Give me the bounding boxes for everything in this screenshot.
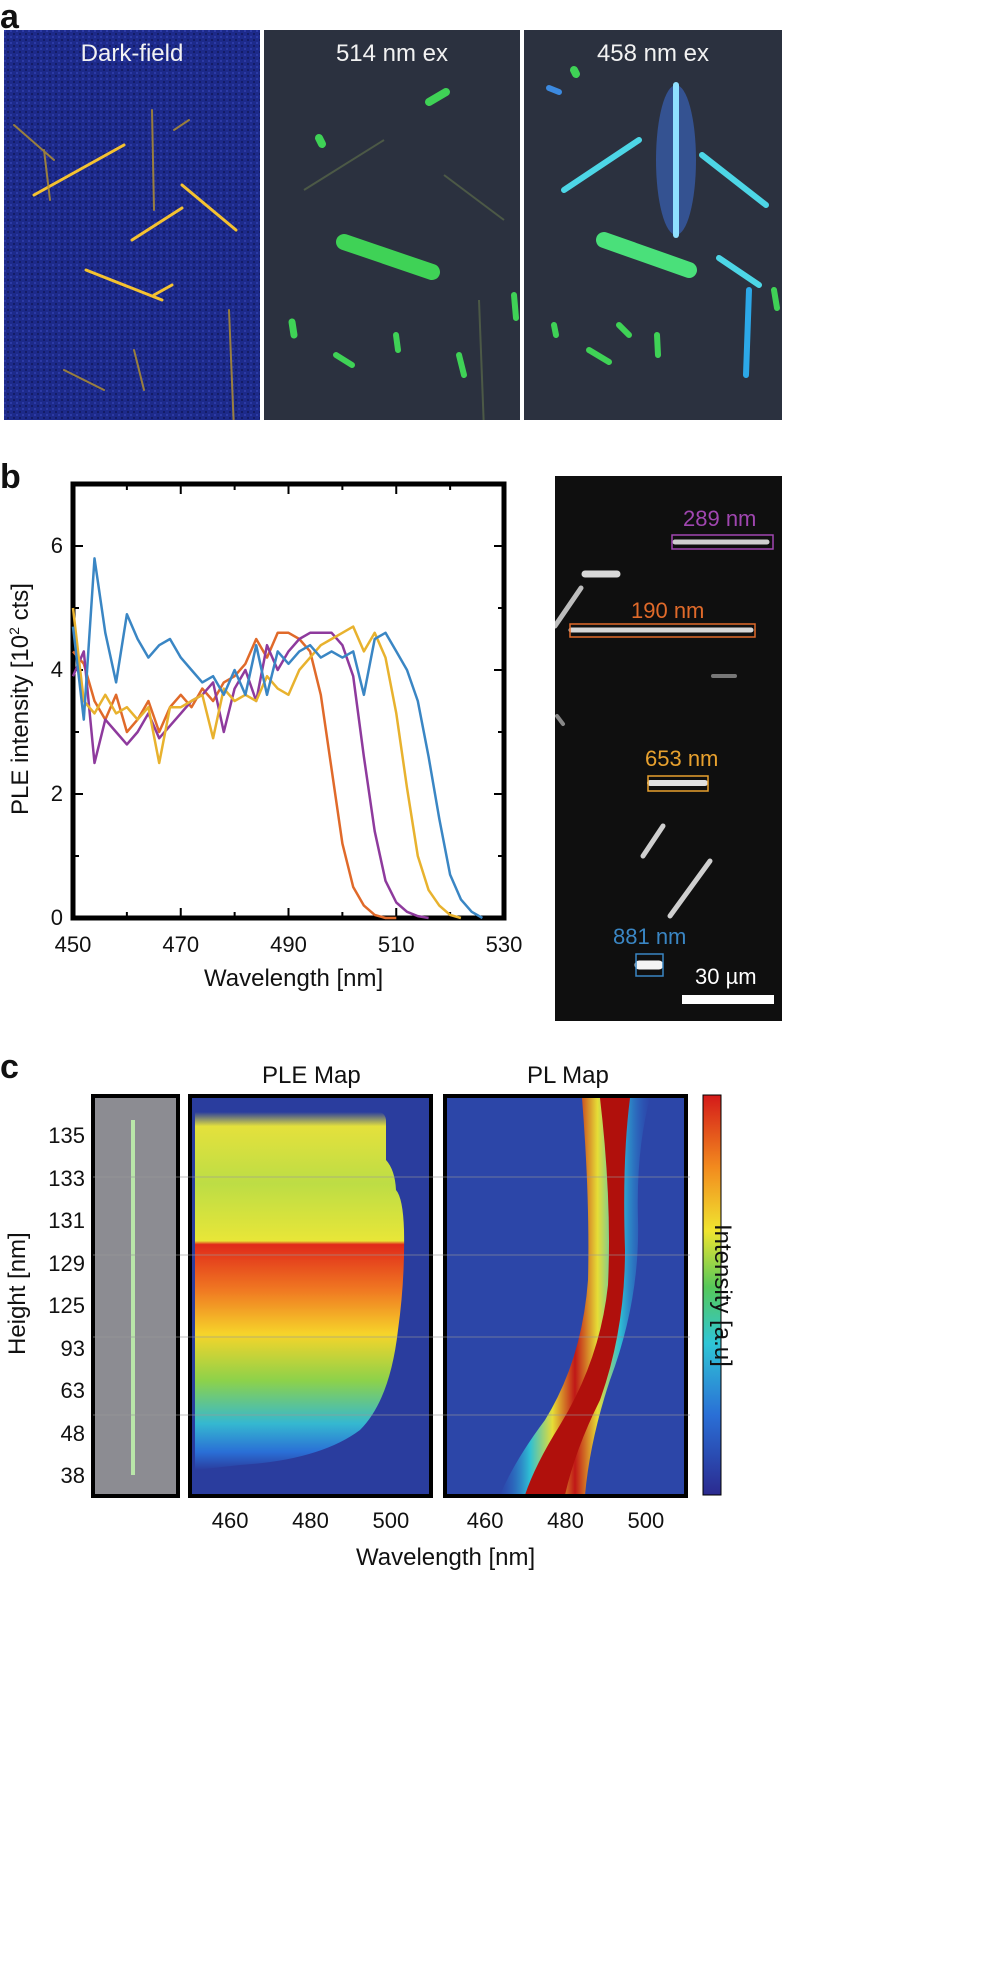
ple-line-chart	[70, 481, 507, 921]
darkfield-title: Dark-field	[80, 40, 184, 67]
excitation-514-image: 514 nm ex	[264, 30, 520, 420]
y-tick-label: 2	[50, 781, 63, 806]
panel-c-label: c	[0, 1048, 19, 1086]
panel-a-label: a	[0, 0, 19, 36]
x-tick-label: 450	[54, 932, 92, 957]
height-tick-label: 48	[60, 1420, 85, 1446]
height-tick-label: 131	[48, 1208, 85, 1233]
pl-map-x-tick-label: 460	[466, 1508, 504, 1533]
height-tick-label: 133	[48, 1165, 85, 1191]
y-tick-label: 0	[50, 905, 63, 930]
label-881nm: 881 nm	[613, 924, 687, 949]
x-tick-label: 470	[162, 932, 200, 957]
pl-map-title: PL Map	[527, 1062, 609, 1089]
ple-map-x-tick-label: 460	[211, 1508, 249, 1533]
x-tick-label: 510	[377, 932, 415, 957]
label-653nm: 653 nm	[645, 746, 719, 771]
height-tick-label: 125	[48, 1293, 85, 1318]
label-190nm: 190 nm	[631, 598, 705, 623]
pl-map-x-tick-label: 500	[627, 1508, 665, 1533]
height-tick-label: 135	[48, 1123, 85, 1148]
excitation-458-title: 458 nm ex	[596, 40, 710, 67]
ple-map-title: PLE Map	[262, 1062, 361, 1089]
optical-strip	[91, 1094, 180, 1498]
series-line-190-nm	[72, 631, 397, 920]
colorbar-label: Intensity [a.u]	[709, 1224, 736, 1367]
ple-x-axis-label: Wavelength [nm]	[204, 965, 384, 992]
pl-map-x-tick-label: 480	[547, 1508, 584, 1533]
height-tick-label: 93	[60, 1335, 85, 1361]
excitation-458-image: 458 nm ex	[524, 30, 782, 420]
series-line-881-nm	[71, 557, 484, 920]
x-tick-label: 490	[270, 932, 307, 957]
ple-map-x-tick-label: 480	[292, 1508, 329, 1533]
height-tick-label: 63	[60, 1378, 85, 1403]
series-line-289-nm	[71, 631, 429, 920]
scale-bar-label: 30 µm	[695, 964, 757, 989]
height-tick-label: 38	[60, 1463, 85, 1488]
intensity-colorbar	[702, 1094, 722, 1496]
y-tick-label: 4	[50, 657, 63, 682]
nanowire-micrograph: 289 nm 190 nm 653 nm 881 nm 30 µm	[555, 476, 782, 1021]
heatmap-figure	[91, 1094, 722, 1498]
x-tick-label: 530	[485, 932, 523, 957]
y-tick-label: 6	[50, 533, 63, 558]
label-289nm: 289 nm	[683, 506, 757, 531]
heatmap-x-axis-label: Wavelength [nm]	[356, 1544, 536, 1571]
ple-map-x-tick-label: 500	[372, 1508, 410, 1533]
darkfield-image: Dark-field	[4, 30, 260, 420]
height-tick-label: 129	[48, 1250, 85, 1276]
excitation-514-title: 514 nm ex	[335, 40, 449, 67]
series-line-653-nm	[71, 607, 462, 920]
heatmap-y-axis-label: Height [nm]	[4, 1232, 31, 1355]
panel-b-label: b	[0, 458, 21, 496]
